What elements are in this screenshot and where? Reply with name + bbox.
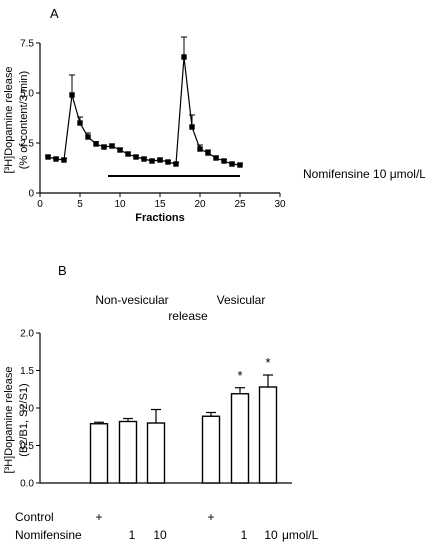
row-label-unit: μmol/L [282,528,319,542]
panel-b-label: B [58,263,67,278]
panel-b: B [³H]Dopamine release (B2/B1, S2/S1) No… [3,263,319,542]
panel-a-data-point [237,162,243,168]
nomifensine-concentration: 10 [264,528,278,542]
panel-a-x-axis-label: Fractions [135,212,185,224]
panel-b-y-tick-label: 0.5 [20,441,34,452]
panel-a-data-point [53,156,59,162]
panel-a-data-point [117,147,123,153]
panel-b-bar [201,415,221,484]
panel-a-data-point [221,158,227,164]
panel-a-data-point [93,141,99,147]
significance-asterisk: * [265,355,270,370]
panel-b-bar [146,422,166,484]
panel-a-data-point [69,92,75,98]
panel-a-x-tick-label: 25 [234,199,246,210]
panel-a-data-point [109,143,115,149]
panel-a-data-point [213,155,219,161]
panel-a-x-tick-label: 0 [37,199,43,210]
control-mark: + [95,510,102,524]
panel-a-x-tick-label: 30 [274,199,286,210]
panel-a-data-point [101,144,107,150]
panel-b-bar [89,423,109,484]
panel-a-y-axis-label: [³H]Dopamine release [3,67,15,174]
panel-a-data-point [197,146,203,152]
panel-a-data-point [205,150,211,156]
panel-a-data-point [85,134,91,140]
panel-a-x-tick-label: 5 [77,199,83,210]
panel-a-y-axis-label-2: (% of content/3 min) [18,71,30,169]
panel-b-y-axis-title: [³H]Dopamine release (B2/B1, S2/S1) [3,367,30,474]
treatment-label: Nomifensine 10 μmol/L [303,167,425,181]
panel-a-x-tick-label: 20 [194,199,206,210]
panel-a-data-point [61,157,67,163]
nomifensine-concentration: 1 [241,528,248,542]
group-label-non-vesicular: Non-vesicular [95,293,168,307]
panel-a-data-point [165,159,171,165]
panel-a-data-point [189,124,195,130]
panel-b-bar [258,386,278,484]
panel-b-y-tick-label: 1.0 [20,404,34,415]
panel-a-data-point [229,161,235,167]
panel-a-y-tick-label: 5.0 [20,89,34,100]
panel-a-data-point [133,154,139,160]
panel-a-series-line [47,56,241,166]
panel-a-y-tick-label: 2.5 [20,139,34,150]
panel-a-y-tick-label: 7.5 [20,39,34,50]
panel-a-label: A [50,6,59,21]
panel-a-data-point [181,54,187,60]
panel-a-x-tick-label: 10 [114,199,126,210]
panel-a-x-tick-label: 15 [154,199,166,210]
panel-a-data-point [77,120,83,126]
panel-b-y-axis-label: [³H]Dopamine release [3,367,15,474]
panel-a-y-tick-label: 0 [28,189,34,200]
nomifensine-concentration: 1 [129,528,136,542]
row-label-nomifensine: Nomifensine [15,528,82,542]
group-label-vesicular: Vesicular [217,293,266,307]
panel-b-bar [230,393,250,484]
panel-b-bar [118,420,138,484]
nomifensine-concentration: 10 [153,528,167,542]
panel-a-y-axis-title: [³H]Dopamine release (% of content/3 min… [3,67,30,174]
panel-a-data-point [157,157,163,163]
control-mark: + [207,510,214,524]
panel-b-y-axis-label-2: (B2/B1, S2/S1) [18,383,30,456]
panel-a-data-point [173,161,179,167]
panel-a-data-point [149,158,155,164]
significance-asterisk: * [237,368,242,383]
panel-a-data-point [45,154,51,160]
panel-a: A [³H]Dopamine release (% of content/3 m… [3,6,425,224]
group-shared-label: release [168,309,208,323]
panel-b-y-tick-label: 2.0 [20,329,34,340]
panel-b-y-tick-label: 1.5 [20,366,34,377]
panel-a-data-point [125,151,131,157]
panel-b-y-tick-label: 0.0 [20,479,34,490]
row-label-control: Control [15,510,54,524]
panel-a-data-point [141,156,147,162]
